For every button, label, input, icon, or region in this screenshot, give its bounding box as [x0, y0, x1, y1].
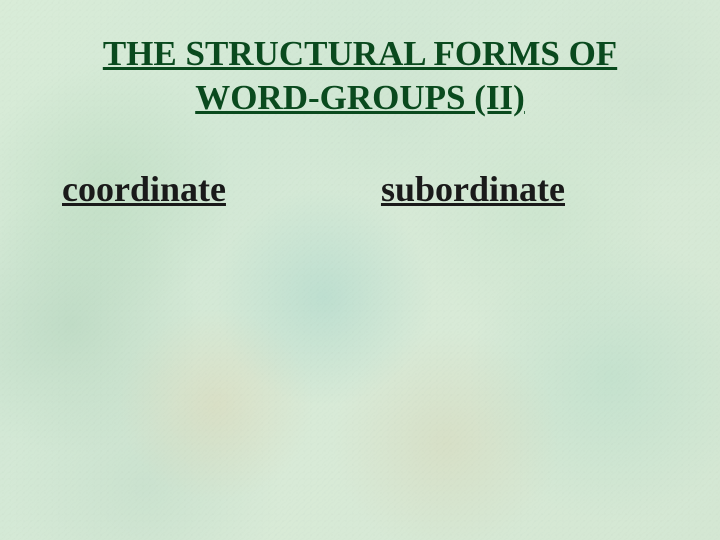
slide-title: THE STRUCTURAL FORMS OF WORD-GROUPS (II)	[50, 32, 670, 120]
title-line-1: THE STRUCTURAL FORMS OF	[50, 32, 670, 76]
slide: THE STRUCTURAL FORMS OF WORD-GROUPS (II)…	[0, 0, 720, 540]
title-line-2: WORD-GROUPS (II)	[50, 76, 670, 120]
column-right-label: subordinate	[381, 168, 565, 210]
column-left-label: coordinate	[62, 168, 226, 210]
columns-container: coordinate subordinate	[50, 168, 670, 210]
